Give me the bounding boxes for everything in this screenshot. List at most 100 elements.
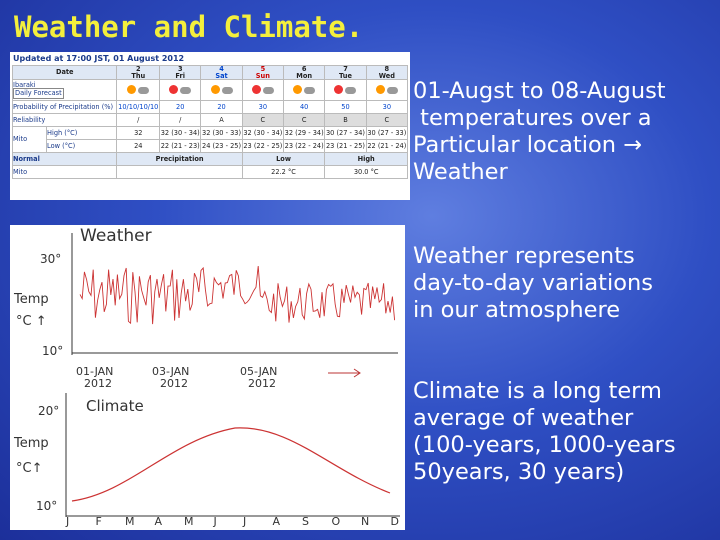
sketch-label: F (96, 515, 102, 528)
row: Date 2 Thu 3 Fri 4 Sat 5 Sun 6 Mon 7 Tue 8 Wed (11, 65, 409, 80)
sketch-label: S (302, 515, 309, 528)
sketch-label: D (391, 515, 399, 528)
cell: 30 (27 - 34) (324, 126, 367, 140)
cell: Probability of Precipitation (%) (11, 100, 118, 114)
cell (283, 79, 326, 101)
forecast-panel: Updated at 17:00 JST, 01 August 2012 Dat… (10, 52, 410, 200)
cell: Ibaraki Daily Forecast (11, 79, 118, 101)
text-line: day-to-day variations (413, 270, 653, 296)
cell: Date (11, 65, 118, 80)
row: Probability of Precipitation (%) 10/10/10… (11, 100, 409, 114)
sketch-label: °C ↑ (16, 314, 47, 329)
sketch-label: 2012 (84, 377, 112, 390)
weather-icon (127, 84, 137, 94)
text-line: Weather (413, 159, 508, 185)
sketch-label: Temp (13, 292, 49, 307)
weather-squiggle (79, 265, 396, 325)
cell: High (324, 152, 408, 166)
text-line: temperatures over a (413, 105, 652, 131)
sketch-label: °C↑ (16, 461, 42, 476)
text-line: in our atmosphere (413, 297, 621, 323)
location: Ibaraki (13, 80, 36, 89)
row: Mito High (°C) 32 32 (30 - 34) 32 (30 - 33) 3… (11, 126, 409, 153)
button[interactable]: Daily Forecast (13, 88, 64, 99)
sketch-label: N (361, 515, 369, 528)
sketch-label: O (332, 515, 341, 528)
cell: 7 Tue (324, 65, 367, 80)
slide-title: Weather and Climate. (14, 10, 364, 44)
cell: / (116, 113, 161, 127)
cell: C (365, 113, 409, 127)
paragraph: Climate is a long term average of weather… (413, 378, 676, 486)
text-line: average of weather (413, 405, 634, 431)
day-day: Sun (255, 71, 270, 80)
sketch-label: Temp (13, 436, 49, 451)
cell (241, 79, 285, 101)
sketch-label: 03-JAN (152, 365, 189, 378)
day-day: Thu (131, 71, 146, 80)
cell: Low (241, 152, 326, 166)
cell: / (159, 113, 202, 127)
cell: Mito (11, 126, 48, 153)
day-day: Sat (215, 71, 228, 80)
cell: 32 (116, 126, 161, 140)
day-day: Wed (378, 71, 395, 80)
text-line: (100-years, 1000-years (413, 432, 676, 458)
cell: 50 (324, 100, 367, 114)
sketch-label: 2012 (160, 377, 188, 390)
sketch-label: J (213, 515, 217, 528)
weather-icon (334, 84, 344, 94)
sketch-label: 2012 (248, 377, 276, 390)
day-date: 2 (135, 65, 141, 73)
row: Low (°C) 24 22 (21 - 23) 24 (23 - 25) 23 (22… (13, 139, 409, 153)
text-line: 01-Augst to 08-August (413, 78, 666, 104)
cell: 32 (30 - 34) (241, 126, 285, 140)
paragraph: 01-Augst to 08-August temperatures over … (413, 78, 666, 186)
weather-icon (251, 84, 261, 94)
cell: Low (°C) (46, 139, 118, 153)
cell: 6 Mon (283, 65, 326, 80)
text-line: Weather represents (413, 243, 635, 269)
cell: 32 (30 - 34) (159, 126, 202, 140)
cell (200, 79, 243, 101)
cell: 3 Fri (159, 65, 202, 80)
cloud-icon (386, 86, 398, 94)
cloud-icon (138, 86, 150, 94)
cell: Reliability (11, 113, 118, 127)
cell: 23 (22 - 24) (283, 139, 326, 153)
sketch-label: 05-JAN (240, 365, 277, 378)
cell: 32 (29 - 34) (283, 126, 326, 140)
cell: 23 (22 - 25) (241, 139, 285, 153)
cell: A (200, 113, 243, 127)
cell: 4 Sat (200, 65, 243, 80)
day-date: 3 (177, 65, 183, 73)
sketch-label: 30° (40, 252, 61, 266)
sketch-label: 01-JAN (76, 365, 113, 378)
arrow (328, 368, 361, 378)
cell: B (324, 113, 367, 127)
sketch-label: A (273, 515, 281, 528)
day-date: 6 (301, 65, 307, 73)
sketch-label: J (65, 515, 69, 528)
cell: 2 Thu (116, 65, 161, 80)
forecast-table: Date 2 Thu 3 Fri 4 Sat 5 Sun 6 Mon 7 Tue 8 Wed Ibaraki D… (11, 65, 409, 179)
cell: 24 (116, 139, 161, 153)
sketch-label: J (242, 515, 246, 528)
day-date: 4 (219, 65, 224, 73)
text-line: Particular location → (413, 132, 643, 158)
cell: 30 (27 - 33) (365, 126, 409, 140)
cell: 10/10/10/10 (116, 100, 161, 114)
cloud-icon (304, 86, 316, 94)
cell: 24 (23 - 25) (200, 139, 243, 153)
cloud-icon (221, 86, 233, 94)
climate-curve (71, 427, 391, 502)
day-date: 5 (260, 65, 266, 73)
sketch-label: Climate (86, 397, 144, 415)
day-day: Fri (175, 71, 186, 80)
cell: High (°C) (46, 126, 118, 140)
cell (365, 79, 409, 101)
cell (116, 165, 243, 179)
sketch-label: 10° (42, 344, 63, 358)
